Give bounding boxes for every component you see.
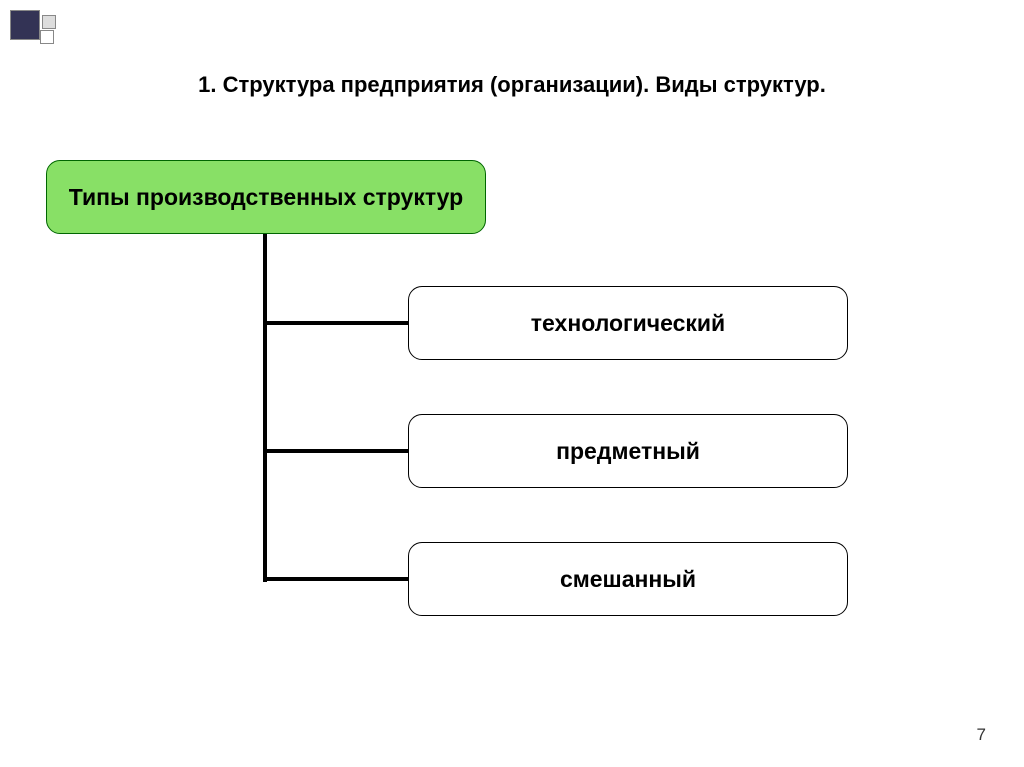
decor-square-gray bbox=[42, 15, 56, 29]
connector-horizontal bbox=[263, 449, 408, 453]
org-structure-diagram: Типы производственных структур технологи… bbox=[0, 140, 1024, 740]
slide-title: 1. Структура предприятия (организации). … bbox=[0, 72, 1024, 98]
child-node-label: технологический bbox=[531, 310, 725, 337]
connector-vertical bbox=[263, 234, 267, 582]
connector-horizontal bbox=[263, 321, 408, 325]
root-node-label: Типы производственных структур bbox=[69, 184, 463, 211]
root-node: Типы производственных структур bbox=[46, 160, 486, 234]
decor-square-dark bbox=[10, 10, 40, 40]
child-node: предметный bbox=[408, 414, 848, 488]
decor-square-white bbox=[40, 30, 54, 44]
child-node: технологический bbox=[408, 286, 848, 360]
page-number: 7 bbox=[977, 725, 986, 745]
connector-horizontal bbox=[263, 577, 408, 581]
child-node-label: предметный bbox=[556, 438, 700, 465]
child-node: смешанный bbox=[408, 542, 848, 616]
child-node-label: смешанный bbox=[560, 566, 696, 593]
